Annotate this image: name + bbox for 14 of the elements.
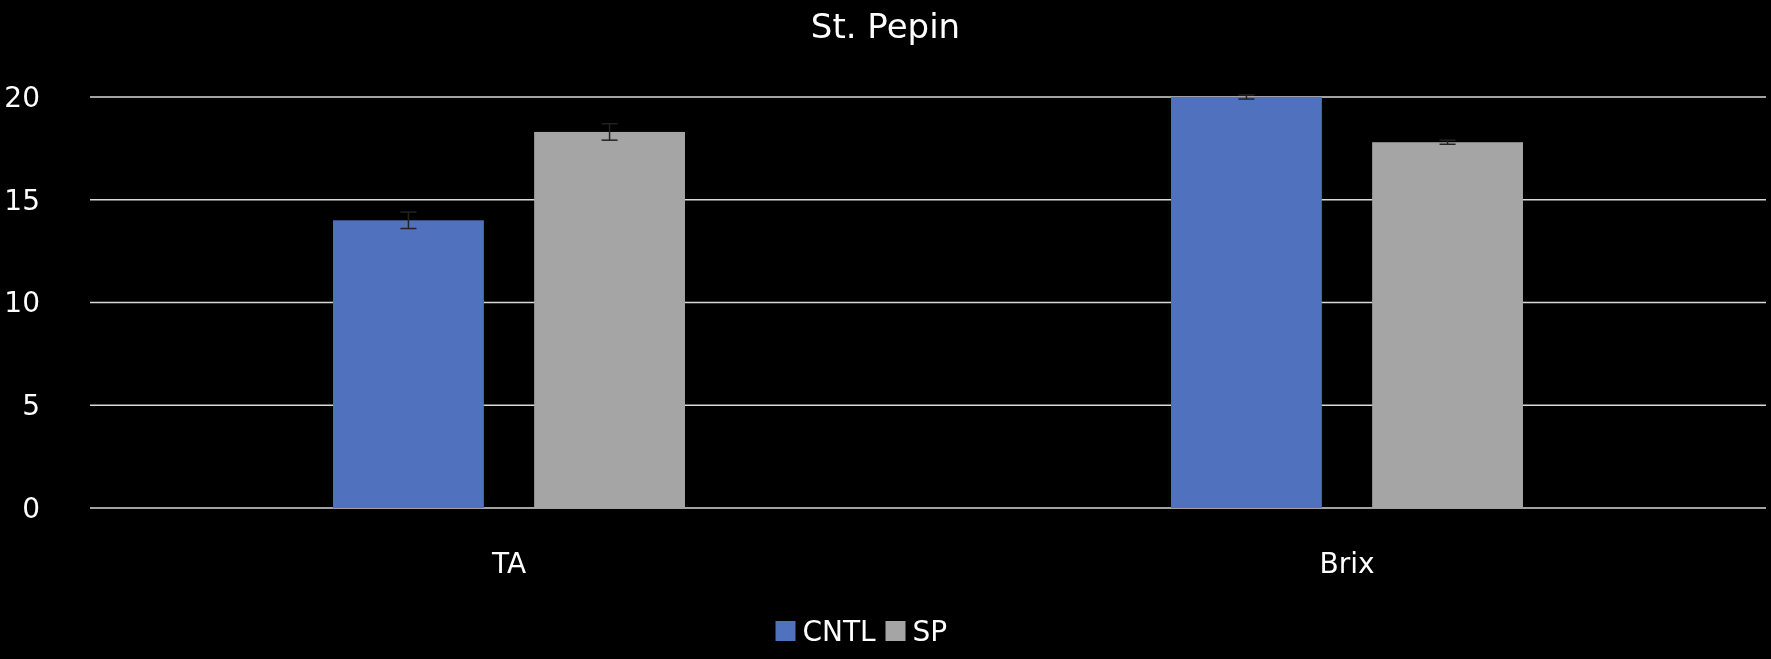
bar (534, 131, 685, 508)
y-tick-label: 20 (4, 80, 40, 114)
y-tick-label: 5 (22, 389, 40, 423)
bar (333, 220, 484, 508)
x-tick-label: Brix (1319, 547, 1375, 580)
legend-label: SP (912, 614, 948, 648)
y-tick-label: 15 (4, 183, 40, 217)
bar (1372, 142, 1523, 508)
y-tick-label: 0 (22, 491, 40, 525)
chart-title: St. Pepin (810, 6, 961, 46)
y-tick-label: 10 (4, 286, 40, 320)
legend-label: CNTL (802, 614, 877, 648)
bar (1171, 97, 1322, 508)
x-tick-label: TA (490, 547, 527, 580)
